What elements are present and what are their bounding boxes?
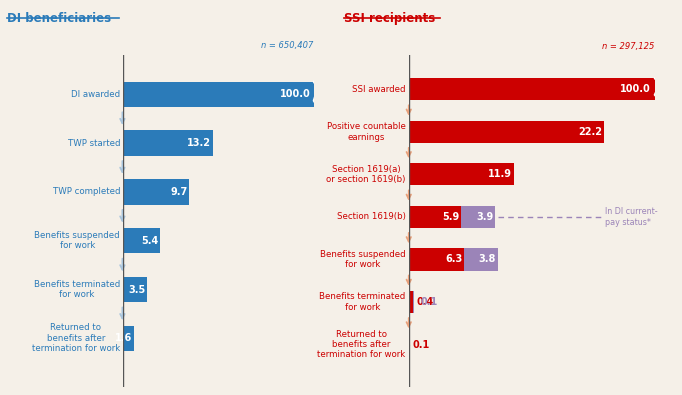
Text: 1.6: 1.6 bbox=[115, 333, 132, 343]
Text: n = 297,125: n = 297,125 bbox=[602, 42, 655, 51]
Bar bbox=[123, 82, 314, 107]
Text: n = 650,407: n = 650,407 bbox=[261, 41, 314, 51]
Bar bbox=[123, 325, 134, 351]
Text: 100.0: 100.0 bbox=[619, 84, 651, 94]
Text: 11.9: 11.9 bbox=[488, 169, 512, 179]
Text: 3.5: 3.5 bbox=[128, 284, 145, 295]
Text: DI awarded: DI awarded bbox=[71, 90, 120, 99]
Text: 100.0: 100.0 bbox=[280, 89, 310, 99]
Text: Positive countable
earnings: Positive countable earnings bbox=[327, 122, 406, 141]
Text: TWP started: TWP started bbox=[68, 139, 120, 148]
Text: Returned to
benefits after
termination for work: Returned to benefits after termination f… bbox=[32, 324, 120, 353]
Text: Benefits suspended
for work: Benefits suspended for work bbox=[320, 250, 406, 269]
Bar bbox=[464, 248, 498, 271]
Text: 22.2: 22.2 bbox=[578, 127, 602, 137]
Text: Benefits terminated
for work: Benefits terminated for work bbox=[319, 292, 406, 312]
Bar bbox=[123, 130, 213, 156]
Bar bbox=[409, 206, 461, 228]
Text: SSI awarded: SSI awarded bbox=[352, 85, 406, 94]
Text: Section 1619(b): Section 1619(b) bbox=[337, 213, 406, 222]
Bar bbox=[409, 78, 655, 100]
Bar bbox=[409, 164, 514, 186]
Text: Section 1619(a)
or section 1619(b): Section 1619(a) or section 1619(b) bbox=[326, 165, 406, 184]
Text: 9.7: 9.7 bbox=[170, 187, 188, 197]
Text: 0.4: 0.4 bbox=[416, 297, 434, 307]
Text: 3.9: 3.9 bbox=[476, 212, 493, 222]
Text: SSI recipients: SSI recipients bbox=[344, 12, 436, 25]
Bar bbox=[409, 291, 413, 313]
Bar bbox=[409, 121, 604, 143]
Text: Benefits terminated
for work: Benefits terminated for work bbox=[34, 280, 120, 299]
Bar bbox=[123, 277, 147, 302]
Text: 3.8: 3.8 bbox=[479, 254, 496, 265]
Text: 0.1: 0.1 bbox=[421, 297, 438, 307]
Bar bbox=[123, 179, 189, 205]
Text: Returned to
benefits after
termination for work: Returned to benefits after termination f… bbox=[317, 330, 406, 359]
Text: 6.3: 6.3 bbox=[445, 254, 462, 265]
Bar bbox=[461, 206, 495, 228]
Bar bbox=[123, 228, 160, 254]
Text: TWP completed: TWP completed bbox=[53, 187, 120, 196]
Bar bbox=[409, 333, 410, 356]
Text: DI beneficiaries: DI beneficiaries bbox=[7, 12, 111, 25]
Text: 5.4: 5.4 bbox=[141, 236, 158, 246]
Bar bbox=[409, 248, 464, 271]
Text: 13.2: 13.2 bbox=[188, 138, 211, 148]
Text: In DI current-
pay status*: In DI current- pay status* bbox=[605, 207, 657, 227]
Text: Benefits suspended
for work: Benefits suspended for work bbox=[34, 231, 120, 250]
Text: 0.1: 0.1 bbox=[413, 340, 430, 350]
Text: 5.9: 5.9 bbox=[442, 212, 459, 222]
